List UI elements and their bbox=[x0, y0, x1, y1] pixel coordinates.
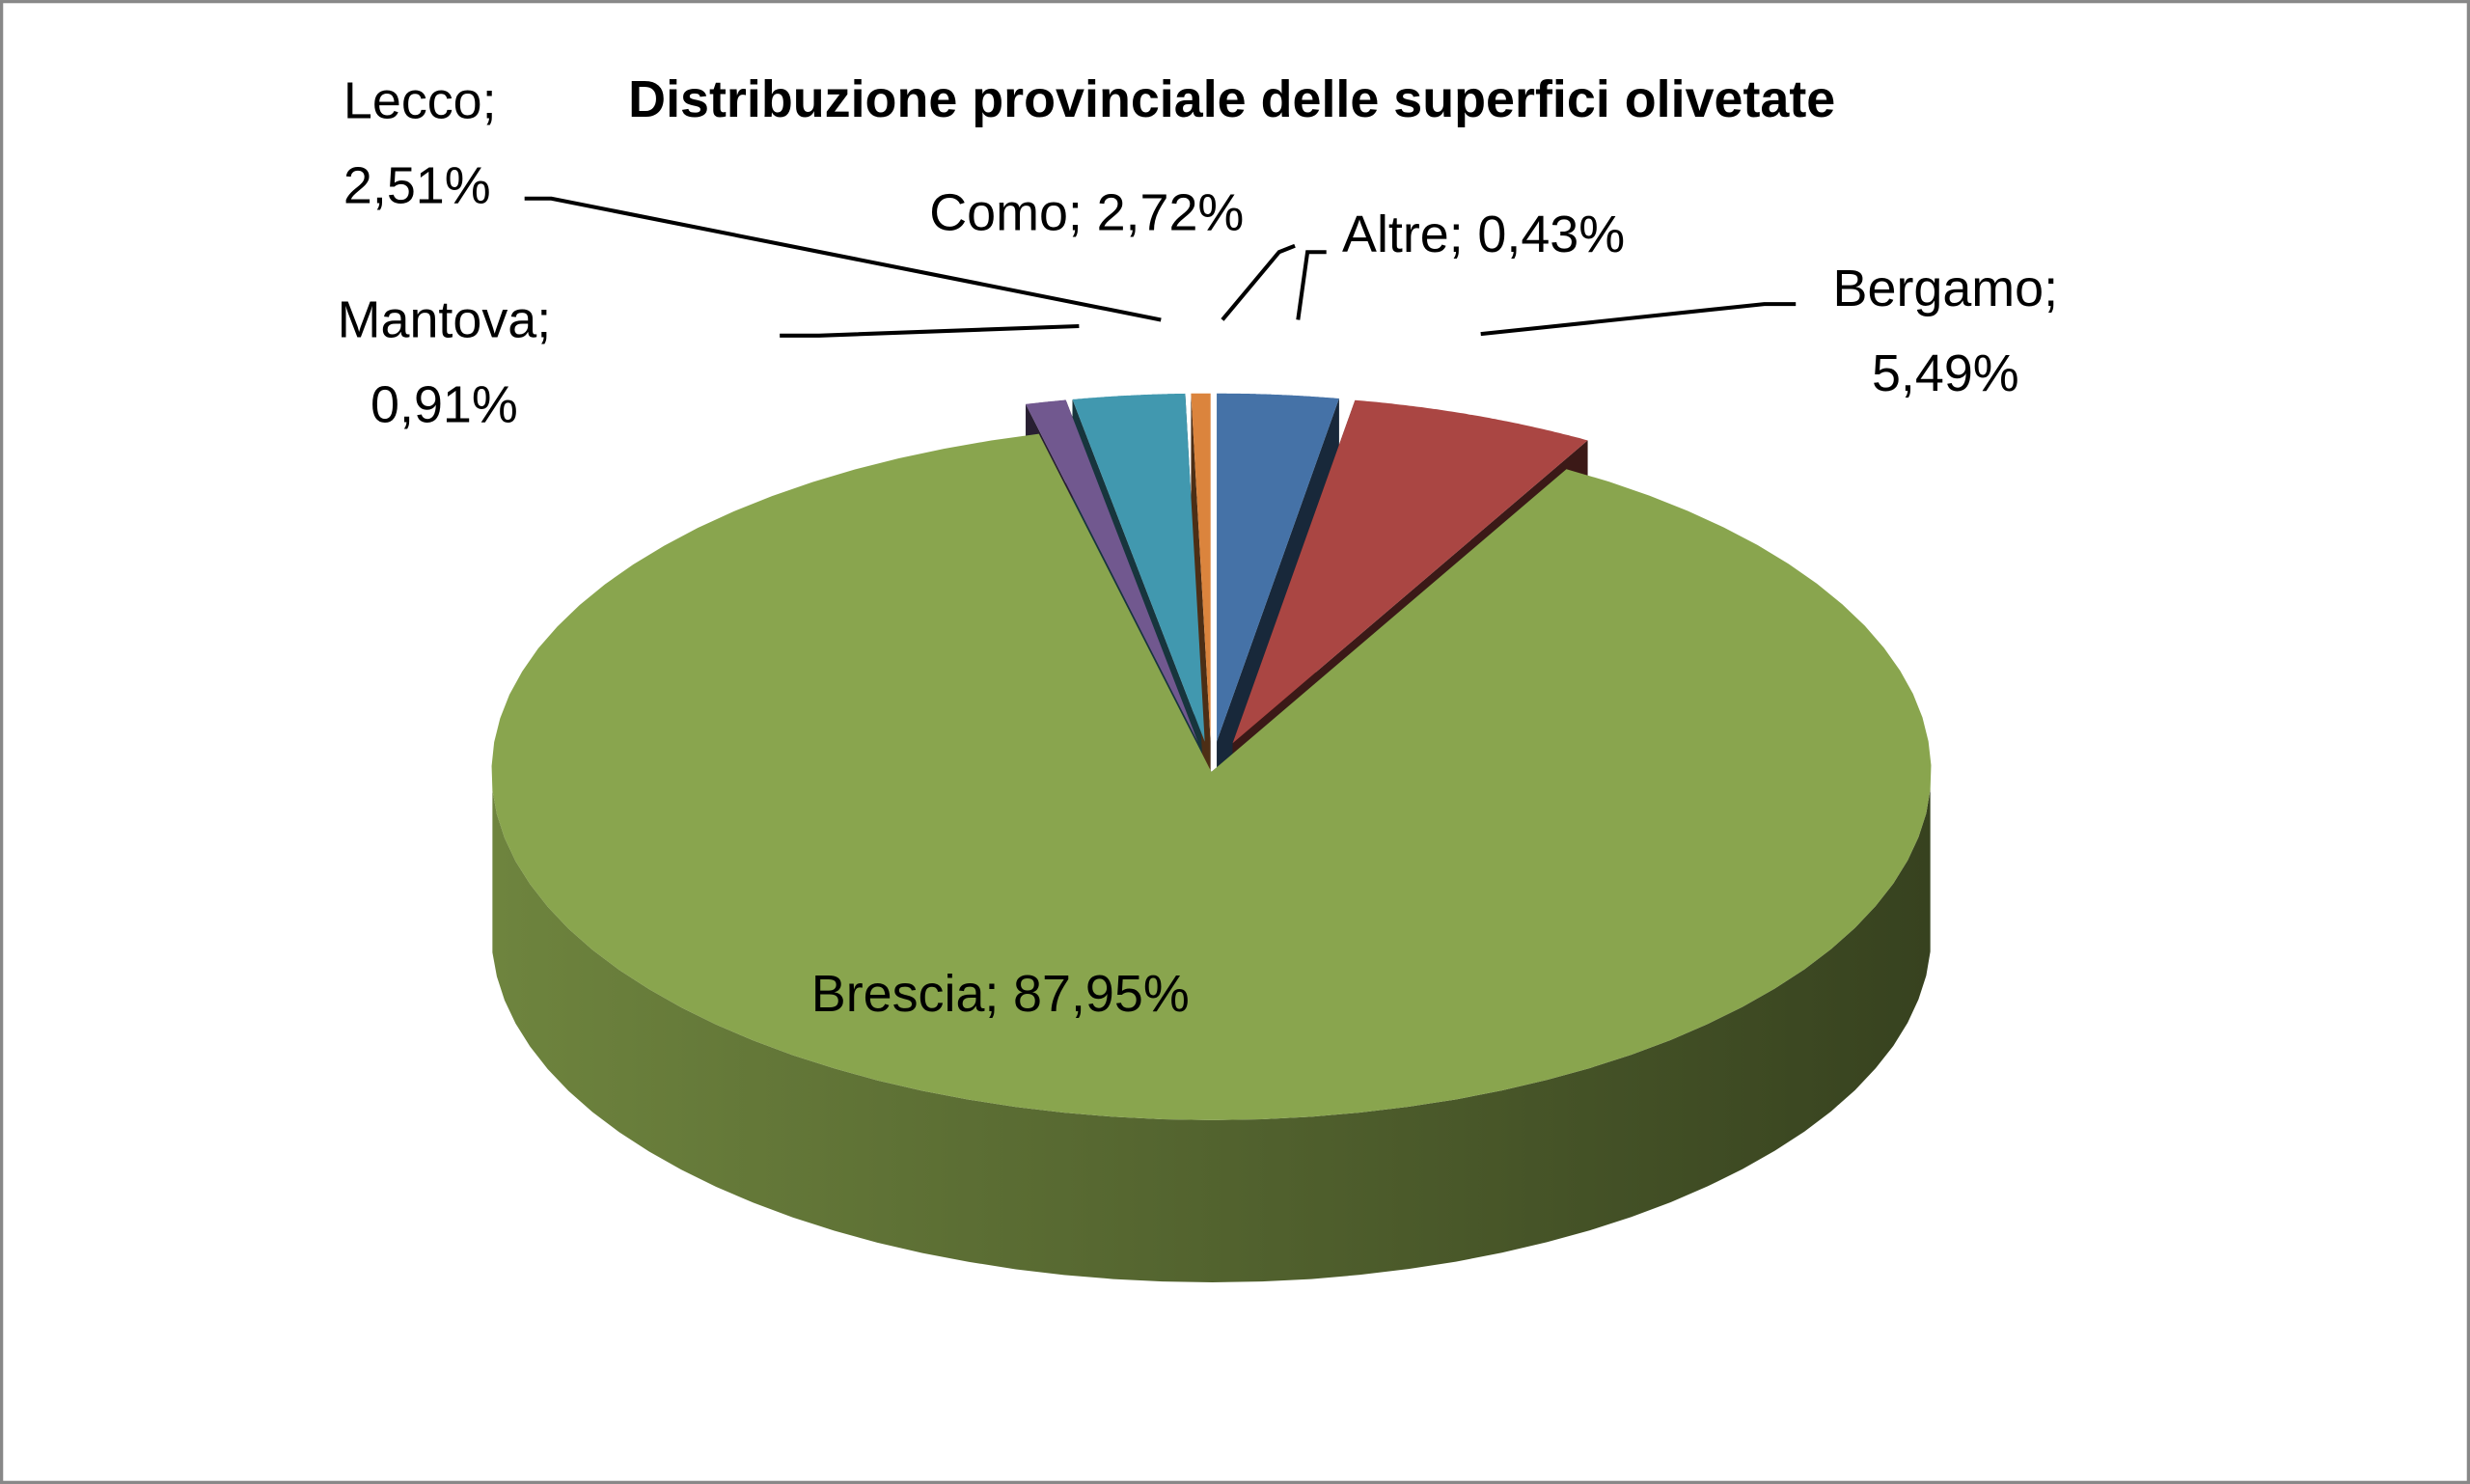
slice bbox=[1026, 399, 1198, 743]
label-value: 87,95% bbox=[1013, 965, 1190, 1023]
leader-line bbox=[1480, 302, 1797, 337]
leader-line bbox=[1296, 250, 1327, 320]
pie bbox=[491, 393, 1932, 1282]
label-value: 2,72% bbox=[1097, 183, 1245, 241]
leader-line bbox=[524, 196, 1162, 322]
label-value: 2,51% bbox=[343, 157, 491, 215]
label-category: Brescia bbox=[811, 965, 985, 1023]
label-separator: ; bbox=[1068, 183, 1083, 241]
label-category: Bergamo bbox=[1833, 260, 2045, 317]
data-label: Como; 2,72% bbox=[929, 183, 1244, 241]
label-value: 5,49% bbox=[1872, 344, 2019, 402]
label-category: Como bbox=[929, 183, 1068, 241]
label-value: 0,91% bbox=[370, 376, 518, 434]
leader-line bbox=[780, 323, 1080, 338]
slice bbox=[1217, 393, 1339, 742]
leader-line bbox=[1221, 243, 1296, 321]
data-label: Lecco; 2,51% bbox=[343, 71, 497, 214]
label-separator: ; bbox=[536, 290, 551, 348]
label-category: Altre bbox=[1342, 206, 1449, 263]
slice bbox=[1232, 399, 1588, 744]
leader-lines bbox=[524, 196, 1797, 338]
label-category: Mantova bbox=[338, 290, 537, 348]
data-label: Bergamo; 5,49% bbox=[1833, 260, 2059, 402]
label-separator: ; bbox=[984, 965, 999, 1023]
chart-title: Distribuzione provinciale delle superfic… bbox=[628, 70, 1835, 128]
slice bbox=[1191, 393, 1211, 742]
slice bbox=[491, 433, 1932, 1120]
label-category: Lecco bbox=[343, 71, 482, 129]
slice-wall bbox=[492, 789, 1931, 1282]
data-label: Brescia; 87,95% bbox=[811, 965, 1190, 1023]
label-separator: ; bbox=[2044, 260, 2058, 317]
slice bbox=[1072, 393, 1205, 742]
label-value: 0,43% bbox=[1477, 206, 1625, 263]
data-label: Altre; 0,43% bbox=[1342, 206, 1625, 263]
data-label: Mantova; 0,91% bbox=[338, 290, 552, 433]
label-separator: ; bbox=[482, 71, 497, 129]
label-separator: ; bbox=[1449, 206, 1464, 263]
